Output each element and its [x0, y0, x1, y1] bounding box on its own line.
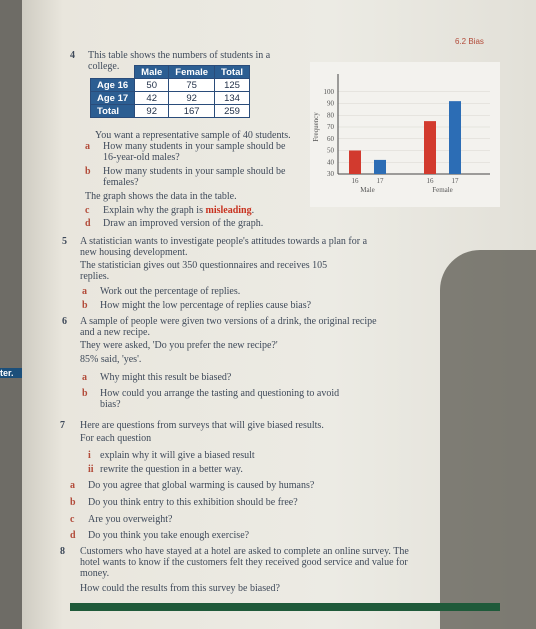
bar [449, 101, 461, 174]
chart-bg [310, 62, 500, 207]
question-number: 6 [62, 316, 67, 327]
question-text: Here are questions from surveys that wil… [80, 420, 324, 431]
question-number: 4 [70, 50, 75, 61]
bar [424, 121, 436, 174]
question-text: They were asked, 'Do you prefer the new … [80, 340, 278, 351]
question-text: This table shows the numbers of students… [88, 50, 271, 72]
part-text: Do you think entry to this exhibition sh… [88, 497, 298, 508]
bar [349, 150, 361, 174]
part-label: d [85, 218, 91, 229]
part-text: How might the low percentage of replies … [100, 300, 312, 311]
table-cell: 259 [214, 104, 251, 118]
part-text: rewrite the question in a better way. [100, 464, 243, 475]
table-cell: 92 [134, 104, 170, 118]
text-span: Explain why the graph is [103, 205, 203, 216]
y-tick-label: 80 [327, 111, 335, 119]
table-cell: 75 [168, 78, 216, 92]
question-number: 5 [62, 236, 67, 247]
part-label: b [82, 388, 88, 399]
table-cell: Age 17 [89, 91, 136, 105]
group-label: Male [360, 186, 374, 194]
part-label: d [70, 530, 76, 541]
part-text: Do you think you take enough exercise? [88, 530, 250, 541]
part-text: Work out the percentage of replies. [100, 286, 241, 297]
part-text: explain why it will give a biased result [100, 450, 255, 461]
table-cell: Female [168, 65, 216, 79]
text-span: . [251, 205, 255, 216]
y-tick-label: 60 [327, 135, 335, 143]
question-text: For each question [80, 433, 152, 444]
part-text: How many students in your sample should … [103, 166, 286, 188]
table-cell: Male [134, 65, 170, 79]
y-tick-label: 90 [327, 100, 335, 108]
part-label: c [70, 514, 75, 525]
table-cell: 167 [168, 104, 216, 118]
part-label: b [82, 300, 88, 311]
part-label: b [70, 497, 76, 508]
sample-text: You want a representative sample of 40 s… [95, 130, 291, 141]
part-text: Explain why the graph is misleading. [103, 205, 323, 216]
question-text: A sample of people were given two versio… [80, 316, 377, 338]
part-text: Why might this result be biased? [100, 372, 232, 383]
part-label: b [85, 166, 91, 177]
y-tick-label: 50 [327, 147, 335, 155]
table-cell: Total [214, 65, 251, 79]
part-label: a [85, 141, 90, 152]
question-number: 8 [60, 546, 65, 557]
y-tick-label: 100 [324, 88, 335, 96]
table-cell: 92 [168, 91, 216, 105]
part-label: ii [88, 464, 94, 475]
table-cell: 125 [214, 78, 251, 92]
question-text: The statistician gives out 350 questionn… [80, 260, 328, 282]
margin-tab: ter. [0, 368, 22, 378]
highlight: misleading [202, 205, 252, 216]
question-text: A statistician wants to investigate peop… [80, 236, 368, 258]
y-axis-label: Frequency [312, 112, 320, 142]
part-label: a [70, 480, 75, 491]
question-number: 7 [60, 420, 65, 431]
y-tick-label: 40 [327, 158, 335, 166]
section-header: 6.2 Bias [455, 37, 484, 46]
table-cell: Age 16 [89, 78, 136, 92]
graph-note: The graph shows the data in the table. [85, 191, 237, 202]
footer-bar [70, 603, 500, 611]
part-label: a [82, 286, 87, 297]
data-table: Male Female Total Age 16 50 75 125 Age 17 42 92 13… [89, 65, 251, 118]
shadow [440, 250, 536, 629]
x-tick-label: 17 [377, 177, 385, 185]
part-text: Draw an improved version of the graph. [103, 218, 264, 229]
part-text: Do you agree that global warming is caus… [88, 480, 315, 491]
part-text: How could you arrange the tasting and qu… [100, 388, 340, 410]
part-label: i [88, 450, 91, 461]
group-label: Female [432, 186, 453, 194]
x-tick-label: 16 [427, 177, 435, 185]
y-tick-label: 30 [327, 170, 335, 178]
table-cell: 134 [214, 91, 251, 105]
table-corner [91, 66, 135, 79]
table-cell: Total [89, 104, 136, 118]
x-tick-label: 16 [352, 177, 360, 185]
part-label: c [85, 205, 90, 216]
question-text: How could the results from this survey b… [80, 583, 280, 594]
table-cell: 50 [134, 78, 170, 92]
bar [374, 159, 386, 174]
part-text: How many students in your sample should … [103, 141, 286, 163]
x-tick-label: 17 [452, 177, 460, 185]
table-cell: 42 [134, 91, 170, 105]
question-text: 85% said, 'yes'. [80, 354, 142, 365]
y-tick-label: 70 [327, 123, 335, 131]
part-text: Are you overweight? [88, 514, 173, 525]
part-label: a [82, 372, 87, 383]
question-text: Customers who have stayed at a hotel are… [80, 546, 409, 579]
